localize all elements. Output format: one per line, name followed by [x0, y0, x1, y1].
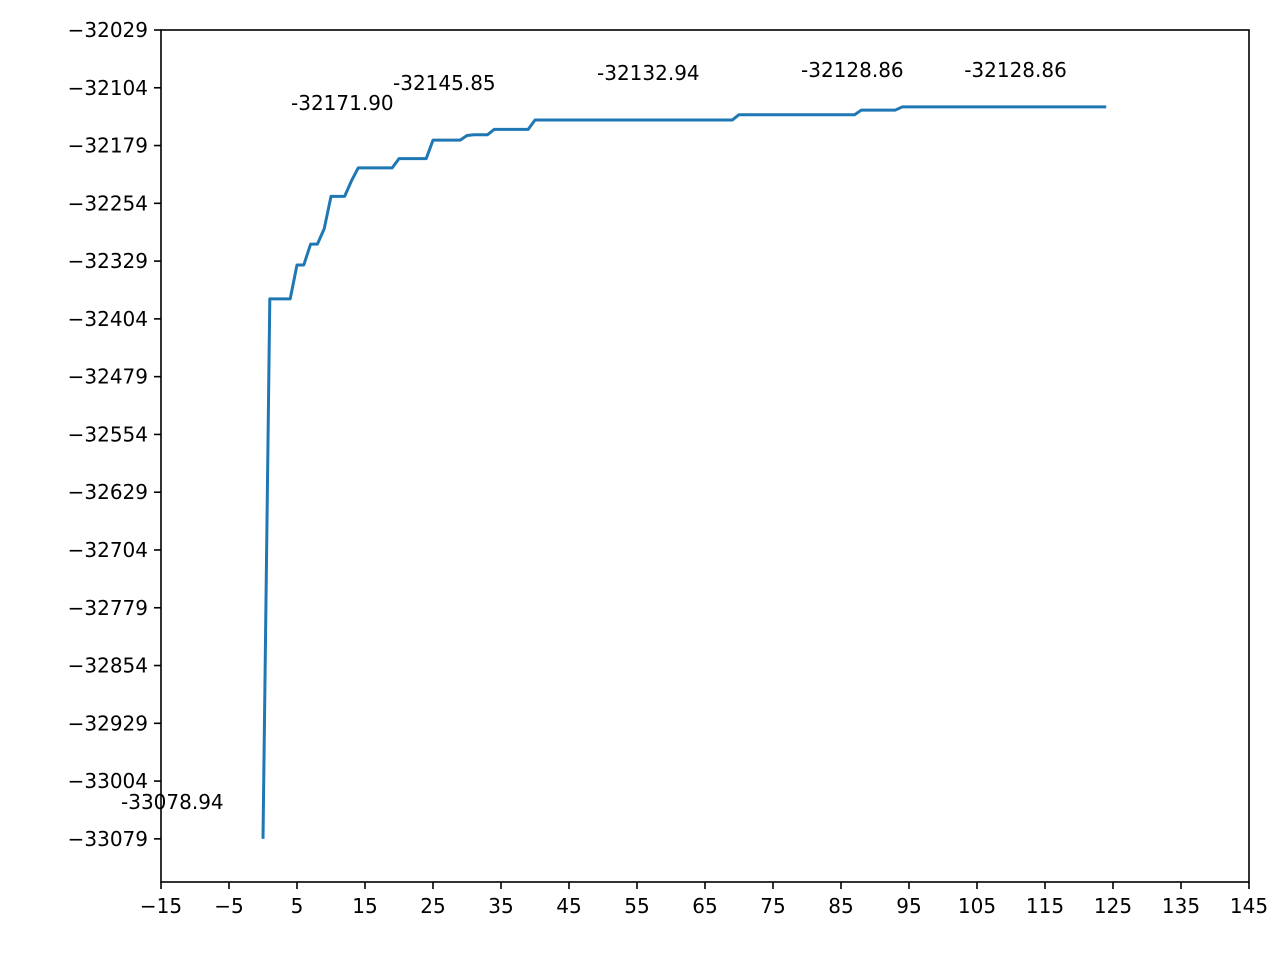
y-tick-label: −32704	[68, 538, 148, 562]
x-tick-label: 25	[420, 894, 445, 918]
x-tick-label: 5	[291, 894, 304, 918]
plot-frame	[160, 29, 1250, 883]
series-line-0	[261, 105, 1107, 839]
x-tick-label: 135	[1162, 894, 1200, 918]
y-tick-label: −33004	[68, 769, 148, 793]
data-label-5: -32128.86	[964, 58, 1067, 82]
x-tick-label: 55	[624, 894, 649, 918]
y-tick-label: −32254	[68, 191, 148, 215]
x-tick-label: 95	[896, 894, 921, 918]
series-layer	[261, 105, 1107, 839]
x-tick-label: −5	[214, 894, 243, 918]
y-tick-label: −32404	[68, 307, 148, 331]
x-tick-label: −15	[140, 894, 182, 918]
x-tick-label: 85	[828, 894, 853, 918]
x-tick-label: 115	[1026, 894, 1064, 918]
data-label-2: -32145.85	[393, 71, 496, 95]
data-label-4: -32128.86	[801, 58, 904, 82]
data-label-1: -32171.90	[291, 91, 394, 115]
x-tick-label: 145	[1230, 894, 1268, 918]
y-tick-label: −32029	[68, 18, 148, 42]
x-tick-label: 75	[760, 894, 785, 918]
y-tick-label: −32854	[68, 654, 148, 678]
plot-background	[161, 30, 1249, 882]
x-tick-label: 15	[352, 894, 377, 918]
y-tick-label: −32104	[68, 76, 148, 100]
y-tick-label: −32929	[68, 711, 148, 735]
x-tick-label: 125	[1094, 894, 1132, 918]
x-tick-label: 105	[958, 894, 996, 918]
x-tick-label: 65	[692, 894, 717, 918]
data-label-3: -32132.94	[597, 61, 700, 85]
data-label-0: -33078.94	[121, 790, 224, 814]
annotation-layer: -33078.94 -32171.90-32145.85 -32132.94 -321…	[121, 58, 1067, 814]
x-axis: −15 −5 5 15 25 35 45 55 65 75 85 95 105 115 125 135 145	[140, 882, 1268, 918]
y-tick-label: −32779	[68, 596, 148, 620]
y-tick-label: −32329	[68, 249, 148, 273]
x-tick-label: 45	[556, 894, 581, 918]
x-tick-label: 35	[488, 894, 513, 918]
y-tick-label: −33079	[68, 827, 148, 851]
y-tick-label: −32479	[68, 365, 148, 389]
y-tick-label: −32554	[68, 422, 148, 446]
y-tick-label: −32629	[68, 480, 148, 504]
y-axis: −32029 −32104 −32179 −32254 −32329 −32404 −324…	[68, 18, 161, 851]
y-tick-label: −32179	[68, 134, 148, 158]
